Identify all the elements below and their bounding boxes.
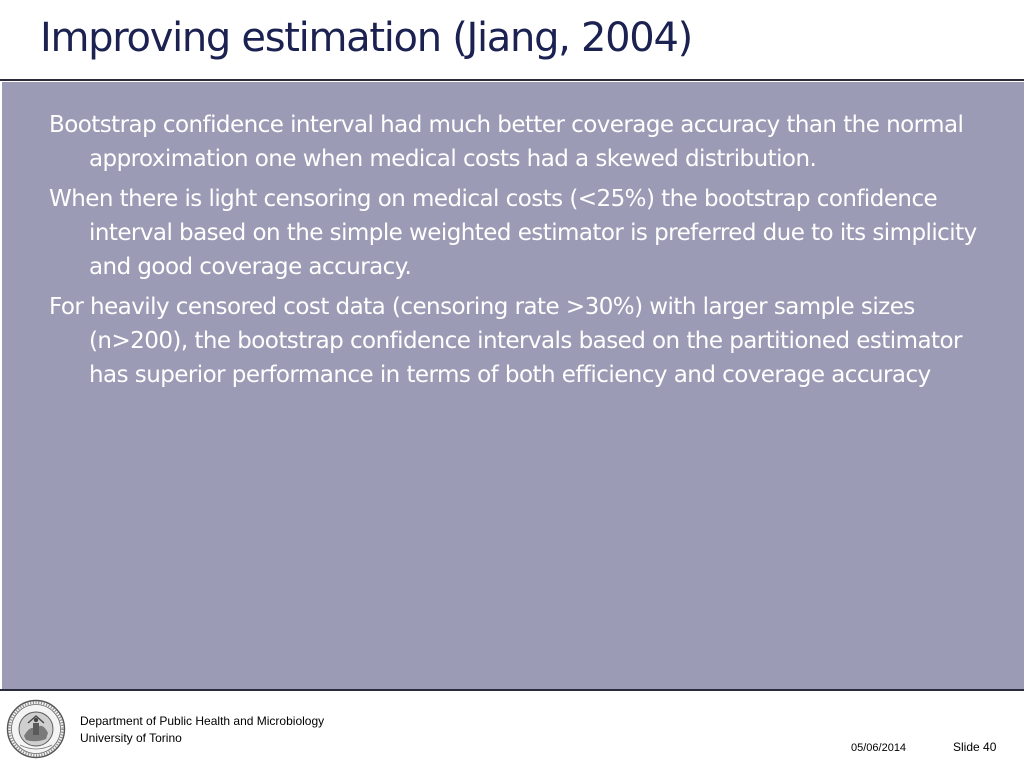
footer-divider	[0, 689, 1024, 691]
title-divider	[0, 79, 1024, 81]
bullet-item: Bootstrap confidence interval had much b…	[49, 112, 964, 172]
slide-number: Slide 40	[953, 740, 997, 754]
university-seal-icon	[6, 699, 66, 759]
footer-university: University of Torino	[80, 731, 182, 745]
footer-department: Department of Public Health and Microbio…	[80, 714, 325, 728]
bullet-item: For heavily censored cost data (censorin…	[49, 294, 962, 388]
content-panel	[2, 82, 1024, 689]
bullet-list: Bootstrap confidence interval had much b…	[49, 108, 994, 398]
bullet-item: When there is light censoring on medical…	[49, 186, 977, 280]
footer-date: 05/06/2014	[851, 742, 907, 754]
slide-title: Improving estimation (Jiang, 2004)	[40, 15, 693, 61]
